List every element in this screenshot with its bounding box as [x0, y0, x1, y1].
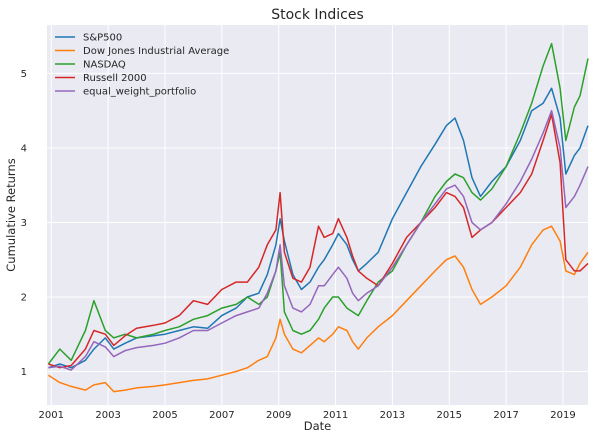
x-tick-label: 2015 — [437, 410, 462, 421]
x-tick-label: 2011 — [323, 410, 348, 421]
x-tick-label: 2003 — [95, 410, 120, 421]
series-line-3 — [48, 113, 589, 369]
legend: S&P500 Dow Jones Industrial Average NASDAQ… — [55, 33, 229, 98]
x-tick-label: 2019 — [550, 410, 575, 421]
chart-title: Stock Indices — [271, 7, 364, 23]
x-tick-label: 2005 — [152, 410, 177, 421]
legend-label: Dow Jones Industrial Average — [83, 46, 229, 57]
x-axis-label: Date — [304, 419, 332, 433]
legend-label: equal_weight_portfolio — [83, 87, 196, 98]
plot-area: S&P500 Dow Jones Industrial Average NASDAQ… — [47, 25, 589, 405]
series-line-2 — [47, 42, 589, 365]
x-tick-label: 2017 — [493, 410, 518, 421]
x-tick-label: 2001 — [39, 410, 64, 421]
y-tick-label: 2 — [21, 292, 27, 303]
legend-label: NASDAQ — [83, 60, 126, 71]
y-axis-label: Cumulative Returns — [4, 158, 18, 271]
series-line-1 — [47, 225, 589, 393]
y-tick-label: 4 — [21, 143, 27, 154]
legend-label: Russell 2000 — [83, 73, 147, 84]
x-tick-label: 2007 — [209, 410, 234, 421]
y-tick-label: 3 — [21, 218, 27, 229]
y-tick-label: 1 — [21, 367, 27, 378]
y-tick-label: 5 — [21, 69, 27, 80]
legend-label: S&P500 — [83, 33, 122, 44]
x-tick-label: 2013 — [380, 410, 405, 421]
x-tick-label: 2009 — [266, 410, 291, 421]
series-line-4 — [48, 109, 589, 371]
